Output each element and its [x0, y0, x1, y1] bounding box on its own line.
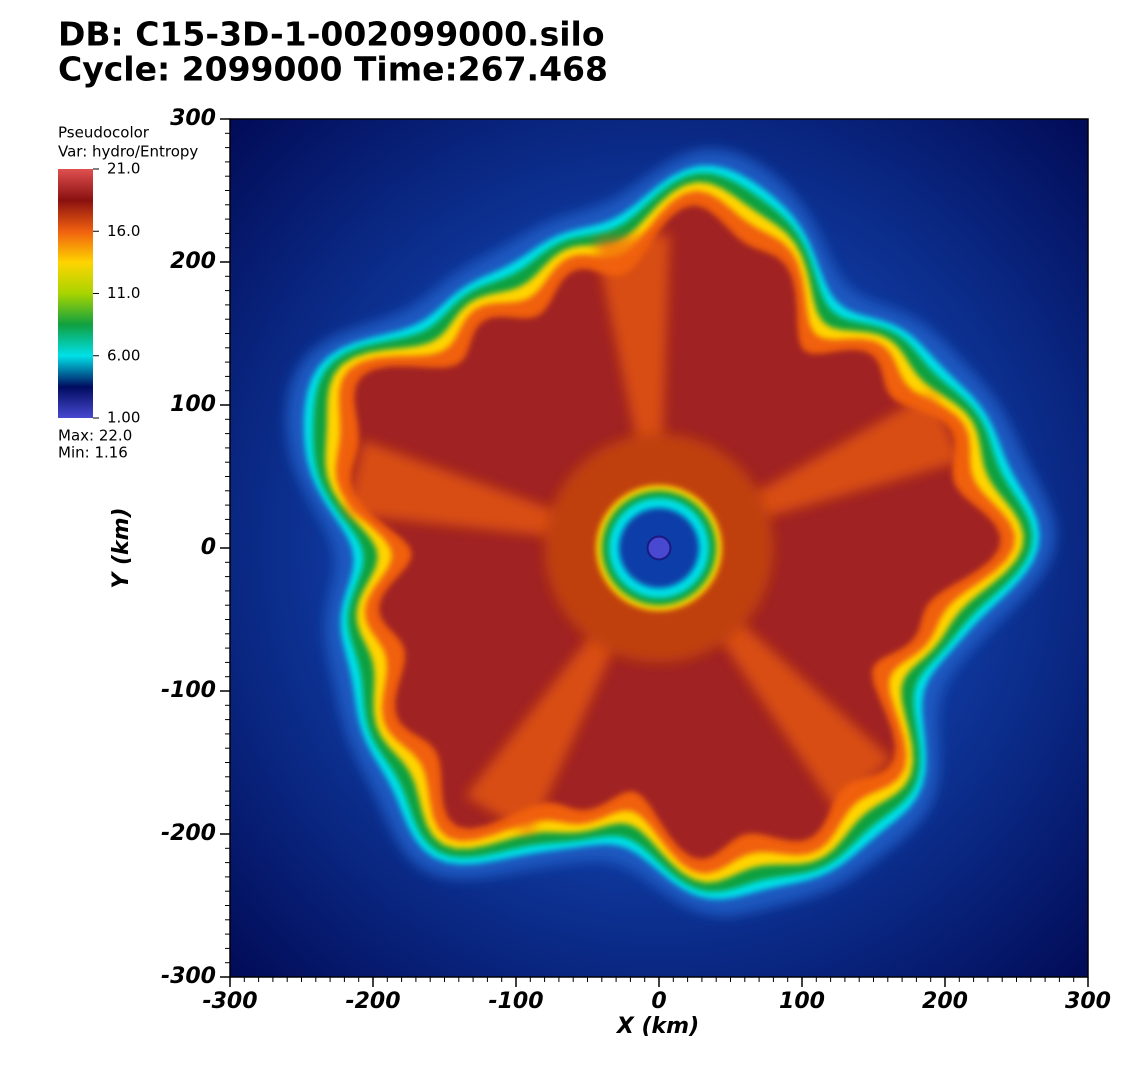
- x-tick-label: 100: [779, 989, 825, 1014]
- y-tick-label: 200: [170, 249, 216, 274]
- y-tick-label: 0: [201, 535, 216, 560]
- colorbar-tick-label: 1.00: [107, 409, 140, 427]
- x-tick-label: -200: [345, 989, 400, 1014]
- x-tick-label: 0: [651, 989, 666, 1014]
- legend-variable: Var: hydro/Entropy: [58, 143, 198, 161]
- y-tick-label: 100: [170, 392, 216, 417]
- x-axis-label: X (km): [615, 1014, 699, 1039]
- chart-title: DB: C15-3D-1-002099000.silo: [58, 15, 605, 54]
- field-image: [230, 119, 1088, 977]
- chart-subtitle: Cycle: 2099000 Time:267.468: [58, 50, 608, 89]
- colorbar-tick-label: 11.0: [107, 284, 140, 302]
- x-tick-label: -300: [202, 989, 257, 1014]
- colorbar-tick-label: 21.0: [107, 160, 140, 178]
- y-tick-label: -300: [161, 964, 216, 989]
- x-tick-label: 300: [1065, 989, 1111, 1014]
- legend-title: Pseudocolor: [58, 124, 150, 142]
- colorbar-tick-label: 16.0: [107, 222, 140, 240]
- y-tick-label: -100: [161, 678, 216, 703]
- y-axis-label: Y (km): [109, 507, 134, 588]
- legend-max: Max: 22.0: [58, 427, 132, 445]
- y-tick-label: 300: [170, 106, 216, 131]
- field-star: [646, 535, 672, 561]
- x-tick-label: -100: [488, 989, 543, 1014]
- colorbar-tick-label: 6.00: [107, 346, 140, 364]
- colorbar: [58, 169, 93, 418]
- legend-min: Min: 1.16: [58, 444, 128, 462]
- y-tick-label: -200: [161, 821, 216, 846]
- x-tick-label: 200: [922, 989, 968, 1014]
